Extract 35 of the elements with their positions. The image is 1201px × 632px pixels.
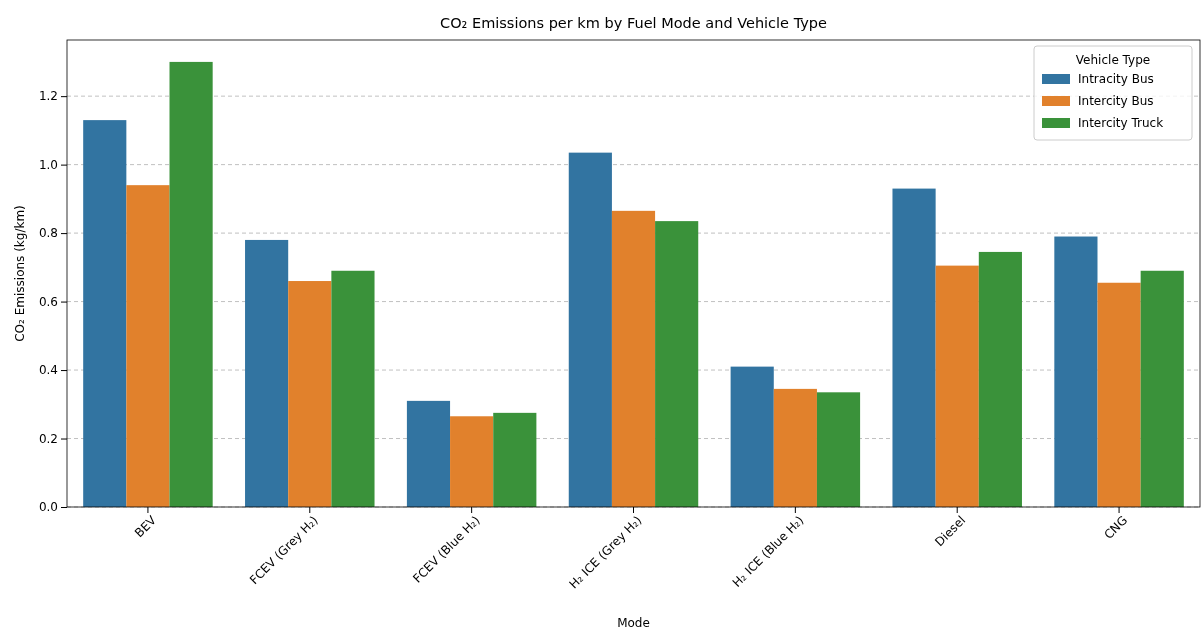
bar	[331, 270, 375, 507]
bar	[169, 61, 213, 507]
legend-label: Intracity Bus	[1078, 72, 1154, 86]
legend-label: Intercity Truck	[1078, 116, 1164, 130]
bar	[493, 412, 537, 507]
y-tick-label: 0.6	[38, 294, 58, 309]
legend-label: Intercity Bus	[1078, 94, 1154, 108]
bar	[816, 392, 861, 507]
y-tick-label: 0.8	[38, 226, 58, 241]
bar	[450, 416, 494, 507]
y-tick-label: 1.0	[38, 157, 58, 172]
bar	[935, 265, 979, 507]
y-tick-label: 0.4	[38, 363, 58, 378]
bar	[245, 239, 289, 507]
bar	[1054, 236, 1098, 507]
bar	[288, 281, 332, 507]
bar	[83, 120, 127, 507]
y-tick-label: 0.2	[38, 431, 58, 446]
chart-title: CO₂ Emissions per km by Fuel Mode and Vehicle Type	[440, 15, 828, 31]
y-tick-label: 0.0	[38, 500, 58, 515]
y-tick-label: 1.2	[38, 89, 58, 104]
bar	[978, 251, 1022, 507]
legend-title: Vehicle Type	[1075, 53, 1151, 67]
bar	[611, 210, 656, 507]
bar	[568, 152, 612, 507]
bar	[126, 185, 170, 507]
y-axis-title: CO₂ Emissions (kg/km)	[13, 205, 27, 342]
bar	[1097, 282, 1141, 507]
bar	[730, 366, 774, 507]
bar	[1140, 270, 1184, 507]
x-axis-title: Mode	[617, 616, 650, 630]
bar	[892, 188, 936, 507]
bar	[406, 400, 451, 507]
bar	[655, 221, 699, 507]
bar	[773, 388, 817, 507]
